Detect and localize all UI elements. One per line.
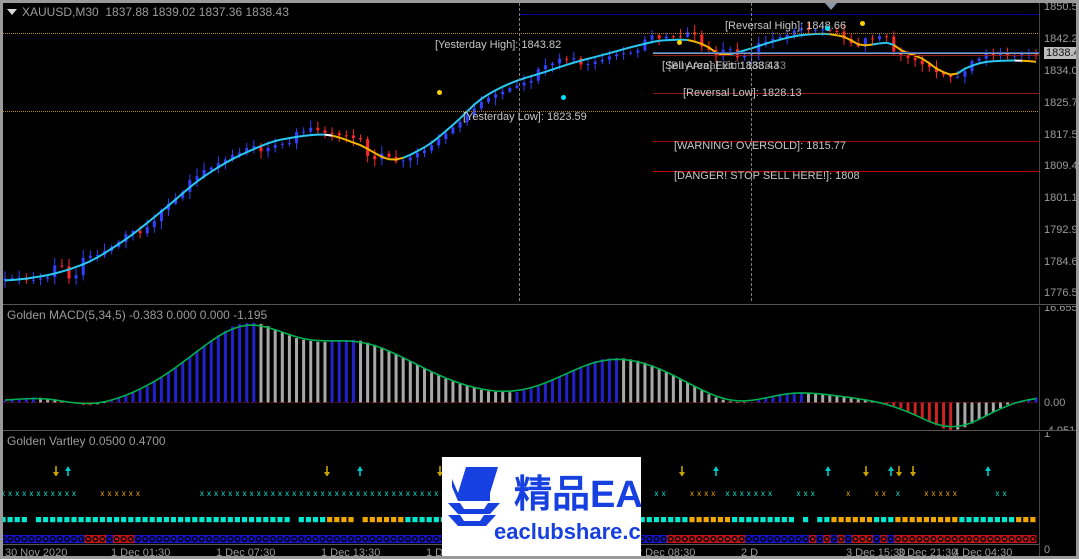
svg-text:x: x (51, 490, 55, 498)
svg-text:x: x (221, 490, 225, 498)
svg-text:x: x (733, 490, 737, 498)
svg-text:x: x (953, 490, 957, 498)
svg-text:x: x (711, 490, 715, 498)
svg-text:x: x (100, 490, 104, 498)
svg-text:x: x (434, 490, 438, 498)
svg-text:x: x (704, 490, 708, 498)
svg-text:x: x (342, 490, 346, 498)
svg-text:x: x (655, 490, 659, 498)
svg-text:x: x (122, 490, 126, 498)
svg-text:x: x (363, 490, 367, 498)
svg-text:x: x (115, 490, 119, 498)
svg-text:x: x (321, 490, 325, 498)
svg-text:x: x (939, 490, 943, 498)
svg-text:x: x (271, 490, 275, 498)
svg-text:x: x (136, 490, 140, 498)
svg-text:x: x (932, 490, 936, 498)
svg-text:x: x (846, 490, 850, 498)
svg-text:x: x (406, 490, 410, 498)
svg-text:x: x (946, 490, 950, 498)
svg-text:x: x (257, 490, 261, 498)
svg-text:x: x (65, 490, 69, 498)
svg-text:x: x (740, 490, 744, 498)
svg-text:x: x (370, 490, 374, 498)
svg-text:x: x (243, 490, 247, 498)
svg-text:x: x (58, 490, 62, 498)
svg-text:x: x (754, 490, 758, 498)
svg-text:x: x (129, 490, 133, 498)
svg-text:x: x (15, 490, 19, 498)
svg-text:x: x (299, 490, 303, 498)
svg-text:x: x (811, 490, 815, 498)
svg-text:x: x (200, 490, 204, 498)
svg-text:x: x (399, 490, 403, 498)
svg-text:x: x (420, 490, 424, 498)
svg-text:x: x (413, 490, 417, 498)
svg-text:x: x (356, 490, 360, 498)
svg-text:x: x (250, 490, 254, 498)
svg-text:x: x (797, 490, 801, 498)
svg-text:x: x (349, 490, 353, 498)
svg-text:x: x (882, 490, 886, 498)
svg-text:x: x (44, 490, 48, 498)
svg-text:x: x (335, 490, 339, 498)
svg-text:x: x (377, 490, 381, 498)
svg-text:x: x (690, 490, 694, 498)
svg-text:x: x (72, 490, 76, 498)
svg-text:x: x (896, 490, 900, 498)
svg-text:x: x (804, 490, 808, 498)
svg-text:x: x (292, 490, 296, 498)
svg-text:x: x (662, 490, 666, 498)
svg-text:x: x (392, 490, 396, 498)
svg-text:x: x (697, 490, 701, 498)
svg-text:x: x (427, 490, 431, 498)
svg-text:x: x (726, 490, 730, 498)
svg-text:x: x (214, 490, 218, 498)
svg-text:x: x (108, 490, 112, 498)
svg-text:x: x (306, 490, 310, 498)
svg-text:x: x (314, 490, 318, 498)
svg-text:x: x (278, 490, 282, 498)
svg-text:x: x (29, 490, 33, 498)
svg-text:x: x (995, 490, 999, 498)
svg-text:x: x (235, 490, 239, 498)
svg-text:x: x (875, 490, 879, 498)
svg-text:x: x (285, 490, 289, 498)
svg-text:x: x (768, 490, 772, 498)
svg-text:x: x (328, 490, 332, 498)
svg-text:x: x (385, 490, 389, 498)
svg-text:x: x (207, 490, 211, 498)
svg-text:eaclubshare.com: eaclubshare.com (494, 519, 641, 544)
svg-text:x: x (228, 490, 232, 498)
svg-text:x: x (264, 490, 268, 498)
svg-text:x: x (3, 490, 5, 498)
svg-text:x: x (924, 490, 928, 498)
svg-text:精品EA: 精品EA (514, 474, 641, 516)
svg-text:x: x (1003, 490, 1007, 498)
svg-text:x: x (37, 490, 41, 498)
svg-text:x: x (747, 490, 751, 498)
svg-text:x: x (8, 490, 12, 498)
svg-text:x: x (761, 490, 765, 498)
svg-text:x: x (22, 490, 26, 498)
